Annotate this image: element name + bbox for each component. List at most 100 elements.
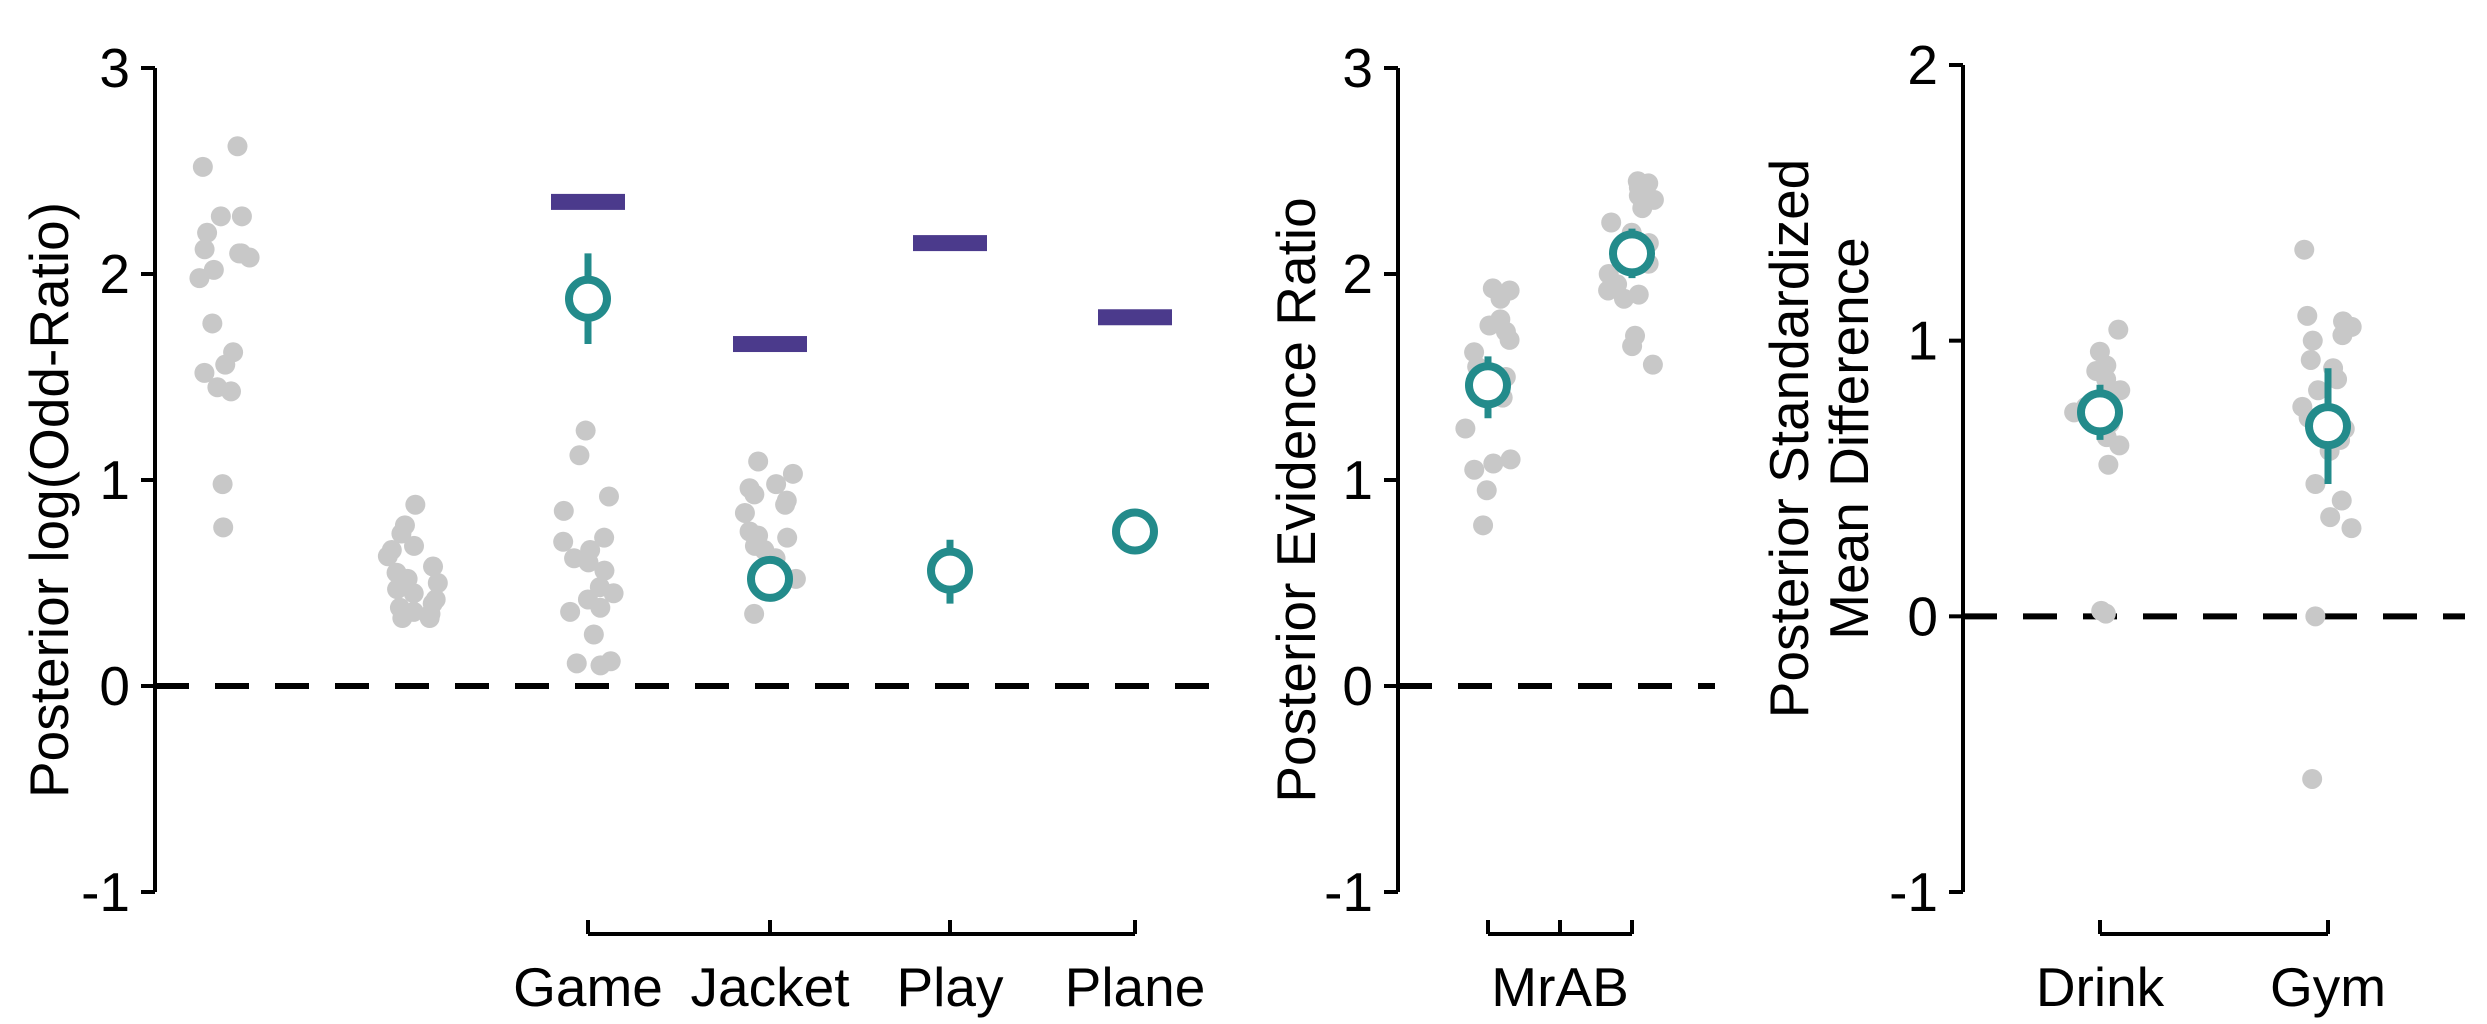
- individual-data-point: [734, 502, 755, 523]
- individual-data-point: [1622, 336, 1643, 357]
- individual-data-point: [2302, 330, 2323, 351]
- individual-data-point: [777, 527, 798, 548]
- y-tick-label: 1: [99, 449, 130, 511]
- y-tick-label: -1: [1324, 861, 1373, 923]
- y-tick-label: -1: [1889, 861, 1938, 923]
- x-category-label: Play: [897, 956, 1004, 1018]
- y-tick-label: 0: [99, 655, 130, 717]
- individual-data-point: [569, 445, 590, 466]
- individual-data-point: [598, 486, 619, 507]
- individual-data-point: [212, 474, 233, 495]
- individual-data-point: [2297, 305, 2318, 326]
- individual-data-point: [391, 523, 412, 544]
- individual-data-point: [1613, 288, 1634, 309]
- individual-data-point: [560, 601, 581, 622]
- individual-data-point: [2098, 454, 2119, 475]
- individual-data-point: [197, 222, 218, 243]
- individual-data-point: [1464, 459, 1485, 480]
- posterior-mean-point: [2305, 403, 2351, 450]
- reference-value-bar: [551, 193, 625, 210]
- individual-data-point: [2108, 319, 2129, 340]
- y-axis-title: Posterior log(Odd-Ratio): [18, 202, 80, 798]
- y-tick-label: 1: [1342, 449, 1373, 511]
- individual-data-point: [1499, 329, 1520, 350]
- individual-data-point: [766, 474, 787, 495]
- individual-data-point: [227, 136, 248, 157]
- individual-data-point: [1601, 212, 1622, 233]
- individual-data-point: [1632, 198, 1653, 219]
- individual-data-point: [231, 206, 252, 227]
- individual-data-point: [575, 420, 596, 441]
- individual-data-point: [194, 362, 215, 383]
- posterior-mean-point: [1609, 230, 1655, 277]
- individual-data-point: [387, 579, 408, 600]
- x-group-label: MrAB: [1491, 956, 1629, 1018]
- individual-data-point: [2095, 603, 2116, 624]
- y-tick-label: 1: [1907, 310, 1938, 372]
- reference-value-bar: [1098, 309, 1172, 326]
- individual-data-point: [782, 463, 803, 484]
- individual-data-point: [553, 531, 574, 552]
- y-tick-label: 0: [1907, 585, 1938, 647]
- y-tick-label: -1: [81, 861, 130, 923]
- posterior-mean-point: [747, 555, 793, 602]
- posterior-mean-point: [1112, 508, 1158, 555]
- x-category-label: Game: [513, 956, 663, 1018]
- individual-data-point: [1483, 453, 1504, 474]
- individual-data-point: [2305, 474, 2326, 495]
- individual-data-point: [423, 556, 444, 577]
- individual-data-point: [744, 484, 765, 505]
- posterior-mean-point: [927, 547, 973, 594]
- individual-data-point: [1476, 480, 1497, 501]
- y-tick-label: 2: [1342, 243, 1373, 305]
- individual-data-point: [2294, 239, 2315, 260]
- individual-data-point: [1500, 449, 1521, 470]
- individual-data-point: [1642, 354, 1663, 375]
- posterior-mean-point: [565, 275, 611, 322]
- posterior-mean-point: [2077, 389, 2123, 436]
- y-axis-title-line: Posterior Standardized: [1758, 159, 1820, 718]
- individual-data-point: [202, 313, 223, 334]
- individual-data-point: [1455, 418, 1476, 439]
- reference-value-bar: [733, 336, 807, 353]
- individual-data-point: [192, 156, 213, 177]
- y-tick-label: 2: [1907, 34, 1938, 96]
- individual-data-point: [213, 517, 234, 538]
- individual-data-point: [215, 354, 236, 375]
- odds-ratio-panel: -1 0 1 2 3 Posterior log(Odd-Ratio) Game Jacket…: [18, 37, 1225, 1018]
- x-category-label: Plane: [1065, 956, 1206, 1018]
- individual-data-point: [2305, 606, 2326, 627]
- individual-data-point: [2332, 325, 2353, 346]
- individual-data-point: [1473, 515, 1494, 536]
- individual-data-point: [2331, 490, 2352, 511]
- individual-data-point: [775, 494, 796, 515]
- individual-data-point: [2302, 768, 2323, 789]
- individual-data-point: [189, 268, 210, 289]
- x-category-label: Gym: [2270, 956, 2386, 1018]
- posterior-mean-point: [1465, 362, 1511, 409]
- individual-data-point: [1598, 280, 1619, 301]
- x-category-label: Jacket: [691, 956, 850, 1018]
- individual-data-point: [2341, 518, 2362, 539]
- individual-data-point: [2109, 435, 2130, 456]
- individual-data-point: [578, 552, 599, 573]
- individual-data-point: [2308, 380, 2329, 401]
- individual-data-point: [590, 597, 611, 618]
- individual-data-point: [2300, 349, 2321, 370]
- individual-data-point: [377, 546, 398, 567]
- individual-data-point: [744, 603, 765, 624]
- individual-data-point: [2320, 507, 2341, 528]
- individual-data-point: [229, 243, 250, 264]
- individual-data-point: [603, 583, 624, 604]
- individual-data-point: [748, 451, 769, 472]
- x-category-label: Drink: [2036, 956, 2165, 1018]
- individual-data-point: [210, 206, 231, 227]
- individual-data-point: [194, 239, 215, 260]
- individual-data-point: [553, 500, 574, 521]
- individual-data-point: [594, 527, 615, 548]
- individual-data-point: [590, 655, 611, 676]
- y-axis-title: Posterior Evidence Ratio: [1265, 197, 1327, 802]
- y-tick-label: 3: [1342, 37, 1373, 99]
